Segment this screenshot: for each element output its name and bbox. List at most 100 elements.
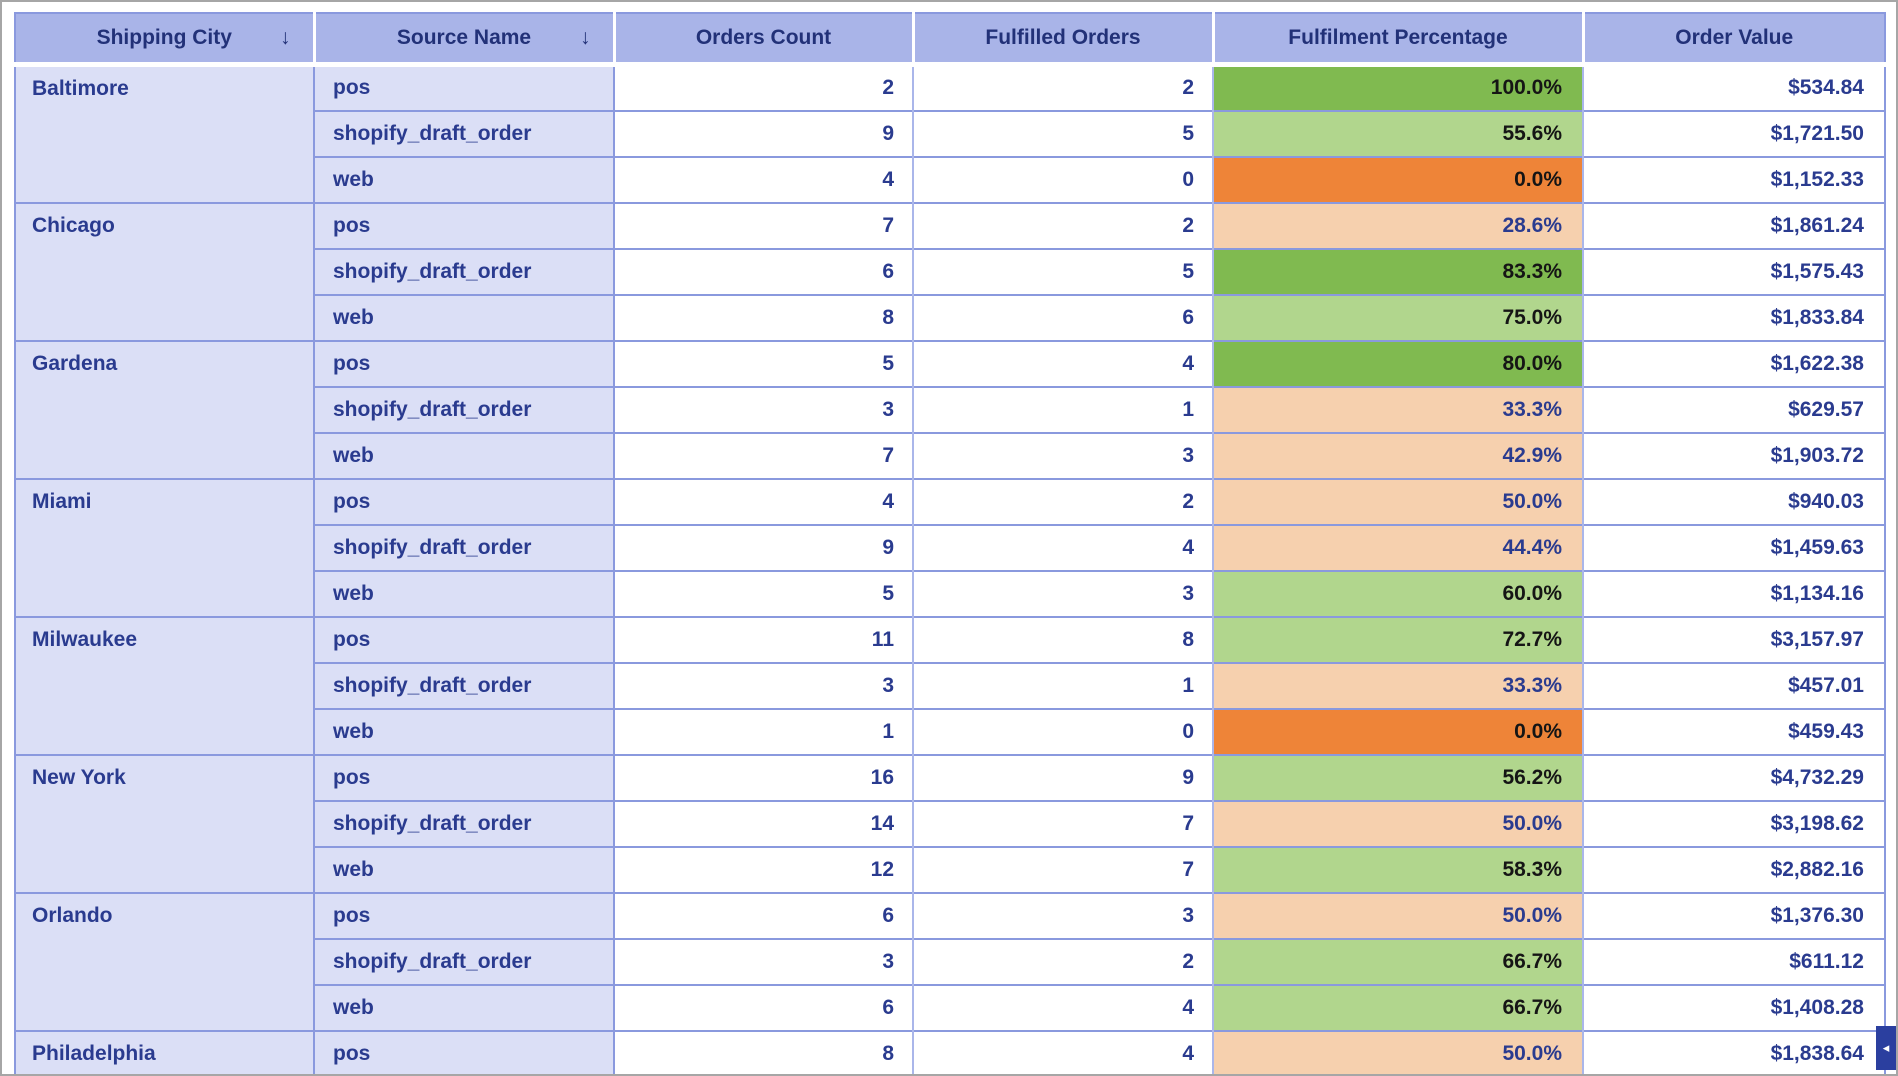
source-cell[interactable]: shopify_draft_order — [314, 937, 615, 985]
fulfilment-percentage-cell[interactable]: 83.3% — [1213, 247, 1584, 295]
column-header-shipping-city[interactable]: Shipping City ↓ — [15, 13, 316, 67]
source-cell[interactable]: web — [314, 845, 615, 893]
fulfilment-percentage-cell[interactable]: 80.0% — [1213, 339, 1584, 387]
orders-count-cell[interactable]: 5 — [614, 339, 914, 387]
orders-count-cell[interactable]: 6 — [614, 983, 914, 1031]
column-header-orders-count[interactable]: Orders Count — [614, 13, 915, 67]
fulfilment-percentage-cell[interactable]: 66.7% — [1213, 937, 1584, 985]
source-cell[interactable]: pos — [314, 201, 615, 249]
orders-count-cell[interactable]: 8 — [614, 293, 914, 341]
order-value-cell[interactable]: $1,838.64 — [1583, 1029, 1885, 1074]
column-header-fulfilled-orders[interactable]: Fulfilled Orders — [913, 13, 1215, 67]
orders-count-cell[interactable]: 9 — [614, 523, 914, 571]
order-value-cell[interactable]: $457.01 — [1583, 661, 1885, 709]
fulfilment-percentage-cell[interactable]: 0.0% — [1213, 707, 1584, 755]
city-cell[interactable]: Gardena — [15, 339, 315, 479]
column-header-order-value[interactable]: Order Value — [1583, 13, 1885, 67]
fulfilled-orders-cell[interactable]: 1 — [913, 661, 1214, 709]
source-cell[interactable]: shopify_draft_order — [314, 523, 615, 571]
fulfilled-orders-cell[interactable]: 2 — [913, 201, 1214, 249]
order-value-cell[interactable]: $1,408.28 — [1583, 983, 1885, 1031]
fulfilled-orders-cell[interactable]: 3 — [913, 569, 1214, 617]
order-value-cell[interactable]: $940.03 — [1583, 477, 1885, 525]
fulfilled-orders-cell[interactable]: 6 — [913, 293, 1214, 341]
fulfilled-orders-cell[interactable]: 8 — [913, 615, 1214, 663]
source-cell[interactable]: pos — [314, 1029, 615, 1074]
orders-count-cell[interactable]: 14 — [614, 799, 914, 847]
orders-count-cell[interactable]: 4 — [614, 477, 914, 525]
source-cell[interactable]: web — [314, 155, 615, 203]
order-value-cell[interactable]: $1,622.38 — [1583, 339, 1885, 387]
orders-count-cell[interactable]: 1 — [614, 707, 914, 755]
source-cell[interactable]: pos — [314, 477, 615, 525]
order-value-cell[interactable]: $1,861.24 — [1583, 201, 1885, 249]
order-value-cell[interactable]: $459.43 — [1583, 707, 1885, 755]
fulfilled-orders-cell[interactable]: 2 — [913, 63, 1214, 111]
order-value-cell[interactable]: $1,833.84 — [1583, 293, 1885, 341]
fulfilled-orders-cell[interactable]: 0 — [913, 707, 1214, 755]
fulfilled-orders-cell[interactable]: 4 — [913, 1029, 1214, 1074]
city-cell[interactable]: Orlando — [15, 891, 315, 1031]
fulfilled-orders-cell[interactable]: 4 — [913, 983, 1214, 1031]
source-cell[interactable]: shopify_draft_order — [314, 799, 615, 847]
order-value-cell[interactable]: $1,721.50 — [1583, 109, 1885, 157]
order-value-cell[interactable]: $3,157.97 — [1583, 615, 1885, 663]
order-value-cell[interactable]: $2,882.16 — [1583, 845, 1885, 893]
order-value-cell[interactable]: $1,575.43 — [1583, 247, 1885, 295]
fulfilled-orders-cell[interactable]: 0 — [913, 155, 1214, 203]
orders-count-cell[interactable]: 3 — [614, 385, 914, 433]
source-cell[interactable]: shopify_draft_order — [314, 247, 615, 295]
fulfilled-orders-cell[interactable]: 5 — [913, 247, 1214, 295]
source-cell[interactable]: web — [314, 569, 615, 617]
fulfilled-orders-cell[interactable]: 1 — [913, 385, 1214, 433]
orders-count-cell[interactable]: 16 — [614, 753, 914, 801]
fulfilled-orders-cell[interactable]: 4 — [913, 339, 1214, 387]
orders-count-cell[interactable]: 9 — [614, 109, 914, 157]
order-value-cell[interactable]: $534.84 — [1583, 63, 1885, 111]
orders-count-cell[interactable]: 6 — [614, 891, 914, 939]
order-value-cell[interactable]: $1,152.33 — [1583, 155, 1885, 203]
orders-count-cell[interactable]: 8 — [614, 1029, 914, 1074]
source-cell[interactable]: pos — [314, 753, 615, 801]
source-cell[interactable]: pos — [314, 615, 615, 663]
fulfilment-percentage-cell[interactable]: 58.3% — [1213, 845, 1584, 893]
fulfilled-orders-cell[interactable]: 7 — [913, 799, 1214, 847]
fulfilment-percentage-cell[interactable]: 50.0% — [1213, 799, 1584, 847]
source-cell[interactable]: shopify_draft_order — [314, 661, 615, 709]
orders-count-cell[interactable]: 4 — [614, 155, 914, 203]
fulfilment-percentage-cell[interactable]: 42.9% — [1213, 431, 1584, 479]
fulfilled-orders-cell[interactable]: 3 — [913, 891, 1214, 939]
fulfilment-percentage-cell[interactable]: 60.0% — [1213, 569, 1584, 617]
orders-count-cell[interactable]: 7 — [614, 431, 914, 479]
source-cell[interactable]: web — [314, 431, 615, 479]
order-value-cell[interactable]: $611.12 — [1583, 937, 1885, 985]
fulfilled-orders-cell[interactable]: 2 — [913, 937, 1214, 985]
order-value-cell[interactable]: $1,459.63 — [1583, 523, 1885, 571]
fulfilment-percentage-cell[interactable]: 72.7% — [1213, 615, 1584, 663]
fulfilment-percentage-cell[interactable]: 50.0% — [1213, 1029, 1584, 1074]
column-header-fulfilment-percentage[interactable]: Fulfilment Percentage — [1213, 13, 1585, 67]
fulfilment-percentage-cell[interactable]: 66.7% — [1213, 983, 1584, 1031]
fulfilment-percentage-cell[interactable]: 100.0% — [1213, 63, 1584, 111]
orders-count-cell[interactable]: 11 — [614, 615, 914, 663]
orders-count-cell[interactable]: 2 — [614, 63, 914, 111]
fulfilment-percentage-cell[interactable]: 33.3% — [1213, 661, 1584, 709]
source-cell[interactable]: web — [314, 983, 615, 1031]
source-cell[interactable]: shopify_draft_order — [314, 385, 615, 433]
city-cell[interactable]: Milwaukee — [15, 615, 315, 755]
fulfilled-orders-cell[interactable]: 2 — [913, 477, 1214, 525]
fulfilled-orders-cell[interactable]: 9 — [913, 753, 1214, 801]
source-cell[interactable]: web — [314, 293, 615, 341]
source-cell[interactable]: pos — [314, 63, 615, 111]
collapse-scroll-handle[interactable]: ◂ — [1876, 1026, 1896, 1070]
city-cell[interactable]: Philadelphia — [15, 1029, 315, 1074]
fulfilment-percentage-cell[interactable]: 0.0% — [1213, 155, 1584, 203]
city-cell[interactable]: Baltimore — [15, 63, 315, 203]
orders-count-cell[interactable]: 6 — [614, 247, 914, 295]
fulfilled-orders-cell[interactable]: 3 — [913, 431, 1214, 479]
source-cell[interactable]: shopify_draft_order — [314, 109, 615, 157]
source-cell[interactable]: web — [314, 707, 615, 755]
orders-count-cell[interactable]: 5 — [614, 569, 914, 617]
fulfilment-percentage-cell[interactable]: 56.2% — [1213, 753, 1584, 801]
fulfilment-percentage-cell[interactable]: 55.6% — [1213, 109, 1584, 157]
